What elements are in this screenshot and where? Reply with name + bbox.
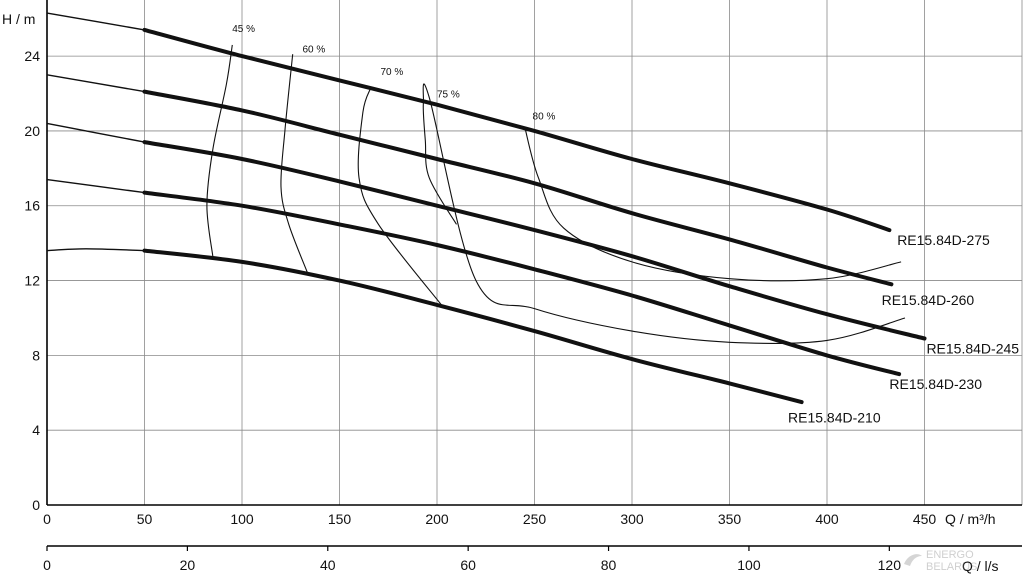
y-tick-label: 20 (24, 123, 40, 139)
head-curve-extension (46, 178, 145, 194)
y-tick-label: 24 (24, 48, 40, 64)
x2-tick-label: 60 (460, 557, 476, 573)
grid (47, 0, 1023, 505)
x-tick-label: 150 (328, 511, 352, 527)
x-tick-label: 200 (425, 511, 449, 527)
head-curve-RE15.84D-275 (142, 27, 892, 233)
efficiency-label: 75 % (437, 89, 460, 100)
efficiency-label: 70 % (380, 67, 403, 78)
svg-text:BELARUS: BELARUS (926, 561, 977, 572)
x2-tick-label: 100 (737, 557, 761, 573)
x-tick-label: 350 (718, 511, 742, 527)
labels: 45 % 60 % 70 % 75 % 80 % RE15.84D-275 RE15.84D… (232, 24, 1019, 426)
efficiency-curve (524, 127, 902, 282)
y-axis-title: H / m (2, 11, 35, 27)
head-curve-RE15.84D-230 (142, 190, 902, 377)
x2-tick-label: 20 (180, 557, 196, 573)
head-curves (46, 12, 927, 405)
y-tick-label: 8 (32, 347, 40, 363)
efficiency-label: 60 % (302, 44, 325, 55)
efficiency-curve (357, 87, 444, 308)
head-curve-RE15.84D-245 (142, 140, 927, 341)
axes: 0 4 8 12 16 20 24 0 50 100 150 200 250 300 350 400 450 0 2… (24, 0, 1022, 573)
efficiency-label: 45 % (232, 24, 255, 35)
efficiency-curves (206, 44, 906, 345)
x-tick-label: 100 (230, 511, 254, 527)
model-label: RE15.84D-275 (897, 232, 990, 248)
x2-tick-label: 80 (601, 557, 617, 573)
model-label: RE15.84D-210 (788, 410, 881, 426)
head-curve-RE15.84D-260 (142, 89, 894, 287)
x2-tick-label: 120 (878, 557, 902, 573)
model-label: RE15.84D-260 (882, 292, 975, 308)
y-tick-label: 12 (24, 273, 40, 289)
x-tick-label: 400 (815, 511, 839, 527)
x-axis-title: Q / m³/h (945, 511, 996, 527)
y-tick-label: 4 (32, 422, 40, 438)
head-curve-extension (46, 12, 145, 31)
x2-axis-title: Q / l/s (962, 558, 999, 574)
model-label: RE15.84D-230 (889, 376, 982, 392)
efficiency-curve (422, 83, 906, 345)
watermark-logo-icon: ENERGO BELARUS (904, 549, 977, 573)
efficiency-label: 80 % (533, 112, 556, 123)
head-curve-extension (46, 248, 145, 252)
efficiency-curve (280, 54, 309, 276)
head-curve-extension (46, 122, 145, 143)
x2-tick-label: 40 (320, 557, 336, 573)
head-curve-RE15.84D-210 (142, 248, 804, 405)
y-tick-label: 0 (32, 497, 40, 513)
y-tick-label: 16 (24, 198, 40, 214)
x-tick-label: 50 (137, 511, 153, 527)
x2-tick-label: 0 (43, 557, 51, 573)
x-tick-label: 450 (913, 511, 937, 527)
x-tick-label: 0 (43, 511, 51, 527)
brand-watermark: ENERGO BELARUS (900, 546, 1010, 573)
model-label: RE15.84D-245 (926, 341, 1019, 357)
x-tick-label: 300 (620, 511, 644, 527)
svg-text:ENERGO: ENERGO (926, 549, 974, 561)
efficiency-curve (206, 44, 233, 257)
head-curve-extension (46, 74, 145, 93)
x-tick-label: 250 (523, 511, 547, 527)
